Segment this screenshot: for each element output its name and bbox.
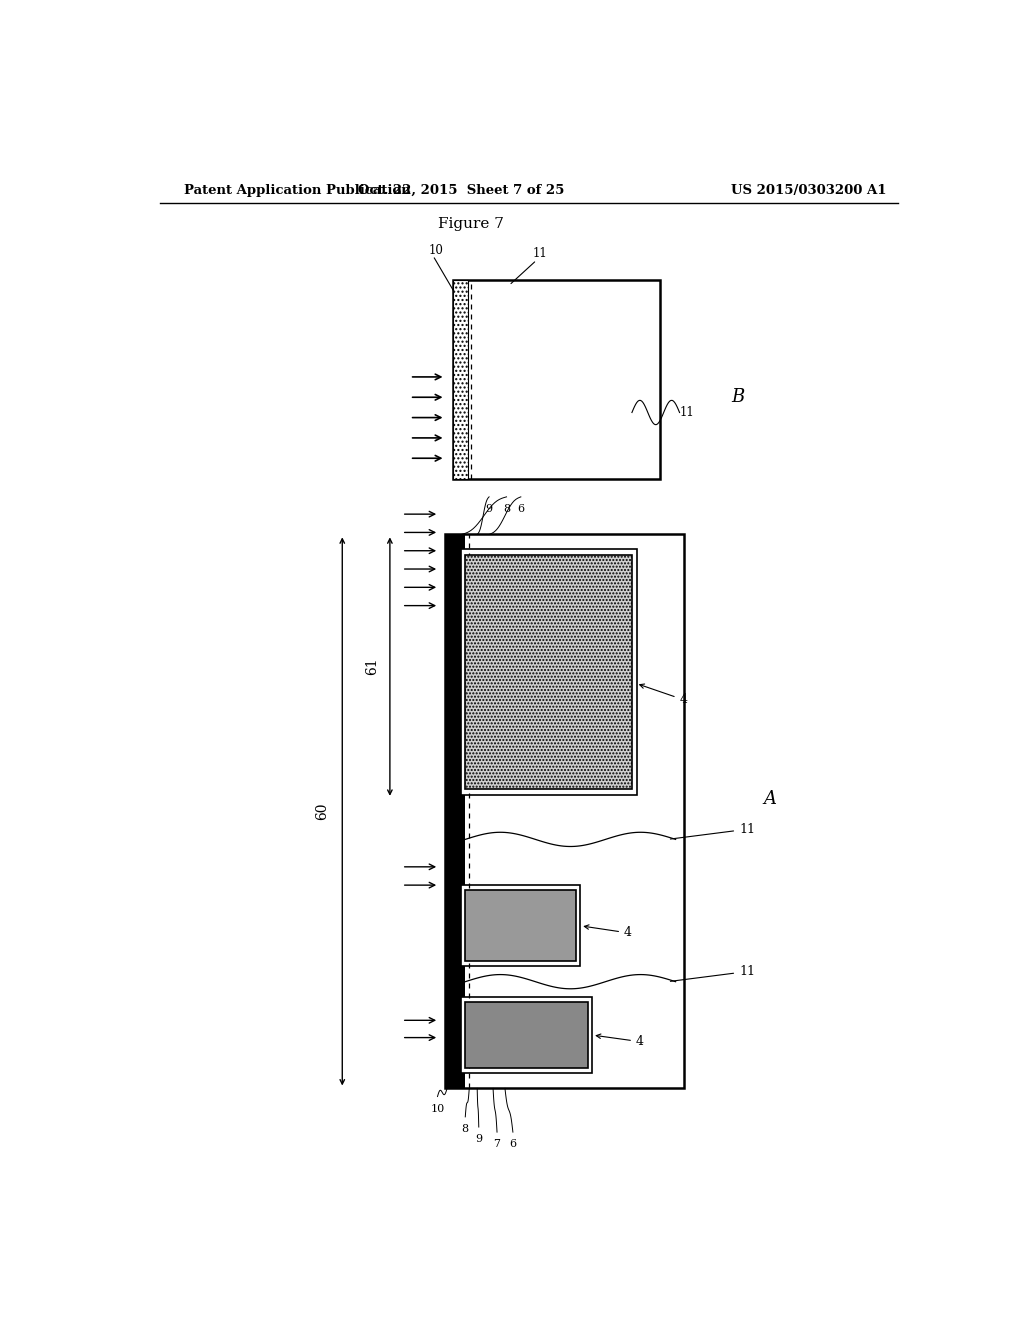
Text: 10: 10 (430, 1104, 444, 1114)
Bar (445, 535, 465, 1089)
Bar (454, 280, 659, 479)
Bar (445, 535, 684, 1089)
Text: Oct. 22, 2015  Sheet 7 of 25: Oct. 22, 2015 Sheet 7 of 25 (358, 183, 564, 197)
Text: US 2015/0303200 A1: US 2015/0303200 A1 (731, 183, 887, 197)
Text: 6: 6 (517, 504, 524, 513)
Text: 4: 4 (585, 925, 632, 940)
Bar (461, 549, 637, 795)
Text: 8: 8 (462, 1125, 469, 1134)
Text: A: A (763, 789, 776, 808)
Bar (465, 554, 632, 788)
Bar (462, 886, 581, 966)
Text: 7: 7 (494, 1139, 501, 1150)
Bar (465, 1002, 588, 1068)
Bar (462, 997, 592, 1073)
Text: 6: 6 (509, 1139, 516, 1150)
Bar (454, 280, 468, 479)
Text: Figure 7: Figure 7 (437, 218, 504, 231)
Text: 4: 4 (640, 684, 687, 706)
Bar (465, 554, 632, 788)
Text: 11: 11 (680, 407, 694, 418)
Text: 11: 11 (671, 965, 755, 981)
Text: 8: 8 (503, 504, 510, 513)
Text: 60: 60 (315, 803, 330, 820)
Text: B: B (731, 388, 744, 407)
Text: 11: 11 (532, 247, 548, 260)
Text: 11: 11 (671, 822, 755, 840)
Text: Patent Application Publication: Patent Application Publication (183, 183, 411, 197)
Text: 9: 9 (475, 1134, 482, 1144)
Text: 61: 61 (366, 657, 380, 676)
Text: 10: 10 (428, 244, 443, 257)
Text: 9: 9 (485, 504, 493, 513)
Text: 4: 4 (596, 1034, 644, 1048)
Bar (465, 890, 577, 961)
